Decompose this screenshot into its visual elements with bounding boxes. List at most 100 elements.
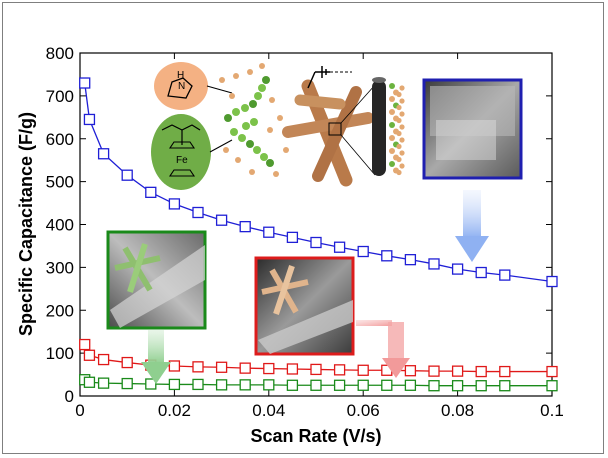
data-point-marker	[499, 269, 511, 281]
data-point-marker	[168, 378, 181, 391]
data-point-marker	[381, 250, 393, 262]
rod-bead	[389, 122, 395, 128]
data-point-marker	[263, 362, 275, 375]
fe-label: Fe	[176, 155, 188, 166]
pyrrole-dot	[229, 93, 235, 99]
rod-bead	[396, 156, 402, 163]
data-point-marker	[263, 379, 275, 391]
pyrrole-molecule-icon: H N	[154, 62, 233, 110]
chain-bead	[258, 84, 266, 92]
rod-bead	[399, 85, 405, 91]
pyrrole-dot	[267, 127, 273, 133]
pyrrole-dot	[233, 73, 239, 79]
data-point-marker	[215, 361, 228, 373]
rod-bead	[396, 143, 402, 150]
chain-bead	[250, 118, 258, 126]
data-point-marker	[357, 364, 369, 376]
x-axis-label: Scan Rate (V/s)	[250, 426, 381, 446]
data-point-marker	[286, 379, 299, 391]
polymer-chain-icon	[219, 63, 289, 177]
data-point-marker	[333, 379, 346, 391]
x-tick-label: 0.06	[347, 401, 380, 420]
data-point-marker	[475, 266, 487, 279]
rod-bead	[389, 148, 395, 154]
pyrrole-dot	[235, 157, 241, 163]
data-point-marker	[546, 275, 558, 288]
chain-bead	[254, 92, 262, 100]
rod-bead	[396, 91, 402, 98]
chain-bead	[242, 122, 250, 130]
data-point-marker	[83, 376, 96, 388]
arrow-red-icon	[356, 320, 410, 378]
pyrrole-dot	[249, 169, 255, 175]
axis-ticks: 0 0.02 0.04 0.06 0.08 0.1 0 100 200 300 400 500 600 7…	[46, 44, 564, 420]
chain-bead	[232, 108, 240, 116]
pyrrole-dot	[277, 115, 283, 121]
data-point-marker	[475, 380, 487, 392]
data-point-marker	[286, 363, 299, 375]
rod-bead	[389, 83, 395, 89]
chain-bead	[238, 134, 246, 142]
data-point-marker	[499, 365, 511, 378]
y-tick-label: 500	[46, 173, 74, 192]
data-point-marker	[215, 214, 228, 226]
y-tick-label: 200	[46, 301, 74, 320]
data-point-marker	[451, 263, 464, 275]
svg-text:H: H	[177, 70, 184, 81]
pyrrole-dot	[273, 171, 279, 177]
pyrrole-dot	[259, 63, 265, 69]
sem-image-red	[254, 256, 355, 356]
data-point-marker	[428, 258, 440, 270]
pyrrole-dot	[223, 147, 229, 153]
rod-bead	[399, 150, 405, 156]
data-point-marker	[239, 379, 251, 391]
y-tick-label: 800	[46, 44, 74, 63]
rod-bead	[396, 104, 402, 111]
chain-bead	[262, 76, 270, 84]
data-point-marker	[192, 378, 204, 391]
data-point-marker	[475, 365, 487, 378]
rod-bead	[396, 169, 402, 176]
data-point-marker	[404, 365, 417, 377]
y-tick-label: 100	[46, 344, 74, 363]
data-point-marker	[121, 169, 133, 181]
data-point-marker	[404, 254, 417, 266]
data-point-marker	[145, 378, 157, 390]
data-point-marker	[404, 379, 417, 391]
data-point-marker	[168, 198, 181, 210]
chain-bead	[246, 140, 254, 148]
rod-bead	[389, 109, 395, 115]
pyrrole-dot	[283, 147, 289, 153]
y-tick-label: 300	[46, 258, 74, 277]
data-point-marker	[381, 379, 393, 391]
rod-bead	[396, 130, 402, 137]
data-point-marker	[357, 245, 369, 258]
x-tick-label: 0.08	[441, 401, 474, 420]
chain-bead	[230, 128, 238, 136]
y-tick-label: 700	[46, 87, 74, 106]
x-tick-label: 0.02	[158, 401, 191, 420]
data-point-marker	[263, 226, 275, 238]
electrode-rod-icon	[372, 77, 386, 176]
rod-bead	[399, 98, 405, 104]
x-tick-label: 0.1	[540, 401, 564, 420]
data-point-marker	[333, 241, 346, 253]
data-point-marker	[428, 365, 440, 377]
data-point-marker	[97, 148, 110, 160]
rod-bead	[399, 111, 405, 117]
rod-bead	[389, 96, 395, 102]
data-point-marker	[310, 379, 322, 391]
svg-text:N: N	[178, 81, 185, 92]
data-point-marker	[546, 380, 558, 392]
rod-bead	[399, 163, 405, 169]
y-tick-label: 400	[46, 216, 74, 235]
pyrrole-dot	[247, 69, 253, 75]
data-point-marker	[310, 236, 322, 249]
chain-bead	[260, 153, 268, 161]
data-point-marker	[168, 360, 181, 372]
data-point-marker	[83, 113, 96, 126]
data-point-marker	[192, 361, 204, 373]
data-point-marker	[192, 206, 204, 219]
coated-beads-icon	[389, 83, 405, 176]
